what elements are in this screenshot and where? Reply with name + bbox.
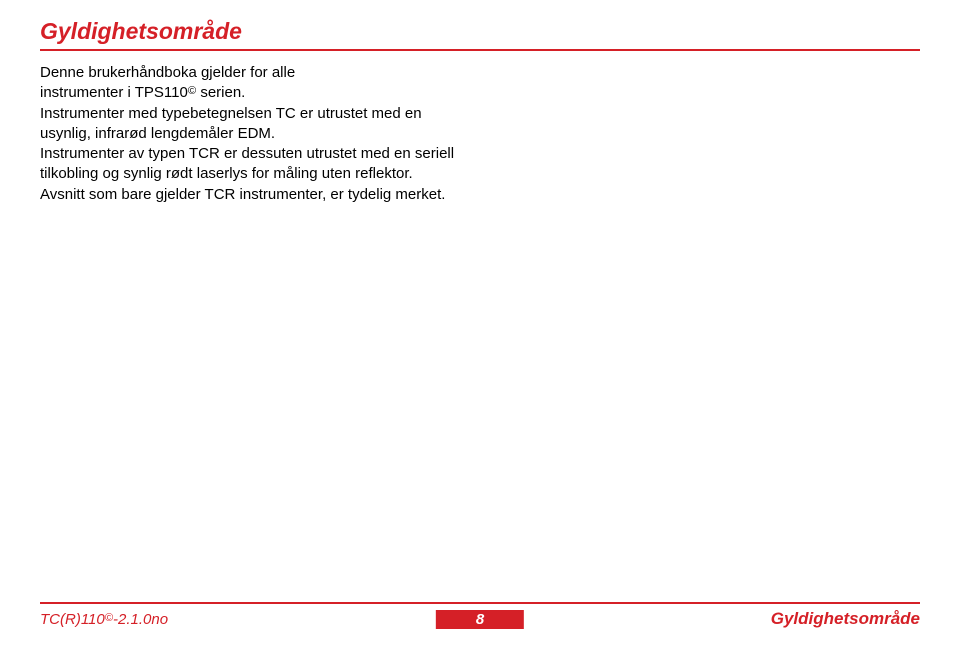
p1-line2b: serien.	[196, 84, 245, 101]
title-divider	[40, 49, 920, 51]
footer-doc-id-a: TC(R)110	[40, 611, 105, 628]
footer-doc-id: TC(R)110©-2.1.0no	[40, 611, 168, 628]
page-title: Gyldighetsområde	[40, 18, 920, 45]
copyright-glyph-1: ©	[188, 85, 196, 97]
p1-line1: Denne brukerhåndboka gjelder for alle	[40, 64, 295, 81]
paragraph-4: Avsnitt som bare gjelder TCR instrumente…	[40, 185, 470, 205]
paragraph-3: Instrumenter av typen TCR er dessuten ut…	[40, 144, 470, 185]
paragraph-2: Instrumenter med typebetegnelsen TC er u…	[40, 104, 470, 145]
page-footer: TC(R)110©-2.1.0no 8 Gyldighetsområde	[40, 602, 920, 630]
footer-page-wrap: 8	[436, 610, 524, 629]
footer-page-number: 8	[436, 610, 524, 629]
paragraph-1: Denne brukerhåndboka gjelder for alle in…	[40, 63, 470, 104]
footer-section-title: Gyldighetsområde	[771, 609, 920, 629]
copyright-glyph-2: ©	[105, 612, 113, 624]
footer-row: TC(R)110©-2.1.0no 8 Gyldighetsområde	[40, 608, 920, 630]
footer-divider	[40, 602, 920, 604]
footer-doc-id-b: -2.1.0no	[113, 611, 168, 628]
p1-line2a: instrumenter i TPS110	[40, 84, 188, 101]
body-content: Denne brukerhåndboka gjelder for alle in…	[40, 63, 470, 205]
